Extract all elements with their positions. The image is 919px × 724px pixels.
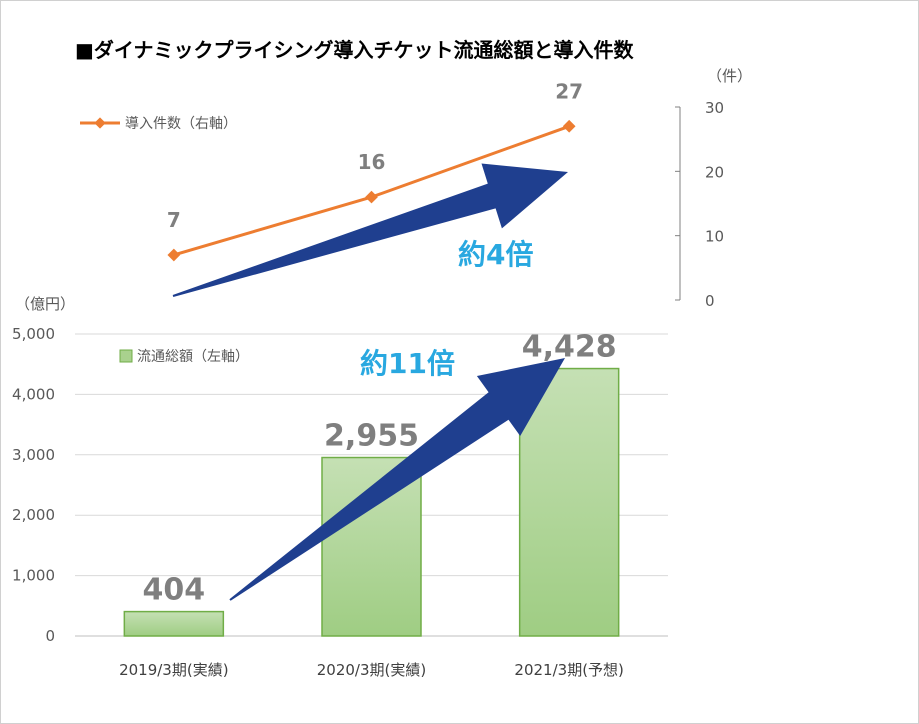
left-tick-label: 3,000 <box>12 446 55 464</box>
line-value-label: 16 <box>358 150 386 174</box>
bar-value-label: 2,955 <box>324 419 419 454</box>
chart-title: ■ダイナミックプライシング導入チケット流通総額と導入件数 <box>75 38 634 62</box>
right-tick-label: 10 <box>705 228 724 246</box>
bar-growth-annotation: 約11倍 <box>360 347 455 380</box>
line-value-label: 7 <box>167 208 181 232</box>
left-tick-label: 5,000 <box>12 325 55 343</box>
bar-value-label: 404 <box>143 573 206 608</box>
right-axis-unit: （件） <box>707 67 752 85</box>
bar <box>518 367 620 637</box>
category-label: 2020/3期(実績) <box>317 661 426 679</box>
line-legend: 導入件数（右軸） <box>80 116 237 132</box>
bar <box>123 610 225 637</box>
line-legend-marker <box>94 117 106 129</box>
right-axis: 0 10 20 30 <box>675 99 724 310</box>
line-point <box>365 190 378 204</box>
line-value-label: 27 <box>555 79 583 103</box>
left-tick-label: 2,000 <box>12 506 55 524</box>
data-labels: 404 2,955 4,428 7 16 27 <box>143 79 617 607</box>
line-legend-label: 導入件数（右軸） <box>125 116 237 132</box>
right-tick-label: 0 <box>705 292 715 310</box>
bar-legend: 流通総額（左軸） <box>119 349 249 365</box>
right-tick-label: 20 <box>705 163 724 181</box>
bar-legend-swatch <box>119 349 133 363</box>
line-growth-annotation: 約4倍 <box>458 238 533 271</box>
left-tick-label: 4,000 <box>12 385 55 403</box>
left-axis: 0 1,000 2,000 3,000 4,000 5,000 <box>12 325 55 645</box>
line-point <box>167 248 181 262</box>
left-tick-label: 0 <box>45 627 55 645</box>
line-point <box>562 119 576 133</box>
growth-arrow <box>229 358 565 601</box>
bar-legend-label: 流通総額（左軸） <box>137 349 249 365</box>
category-labels: 2019/3期(実績) 2020/3期(実績) 2021/3期(予想) <box>119 661 624 679</box>
growth-arrow <box>172 163 568 297</box>
category-label: 2019/3期(実績) <box>119 661 228 679</box>
bar-value-label: 4,428 <box>522 330 617 365</box>
right-tick-label: 30 <box>705 99 724 117</box>
growth-arrows <box>172 163 568 601</box>
left-tick-label: 1,000 <box>12 567 55 585</box>
category-label: 2021/3期(予想) <box>514 661 623 679</box>
left-axis-unit: （億円） <box>15 295 75 313</box>
